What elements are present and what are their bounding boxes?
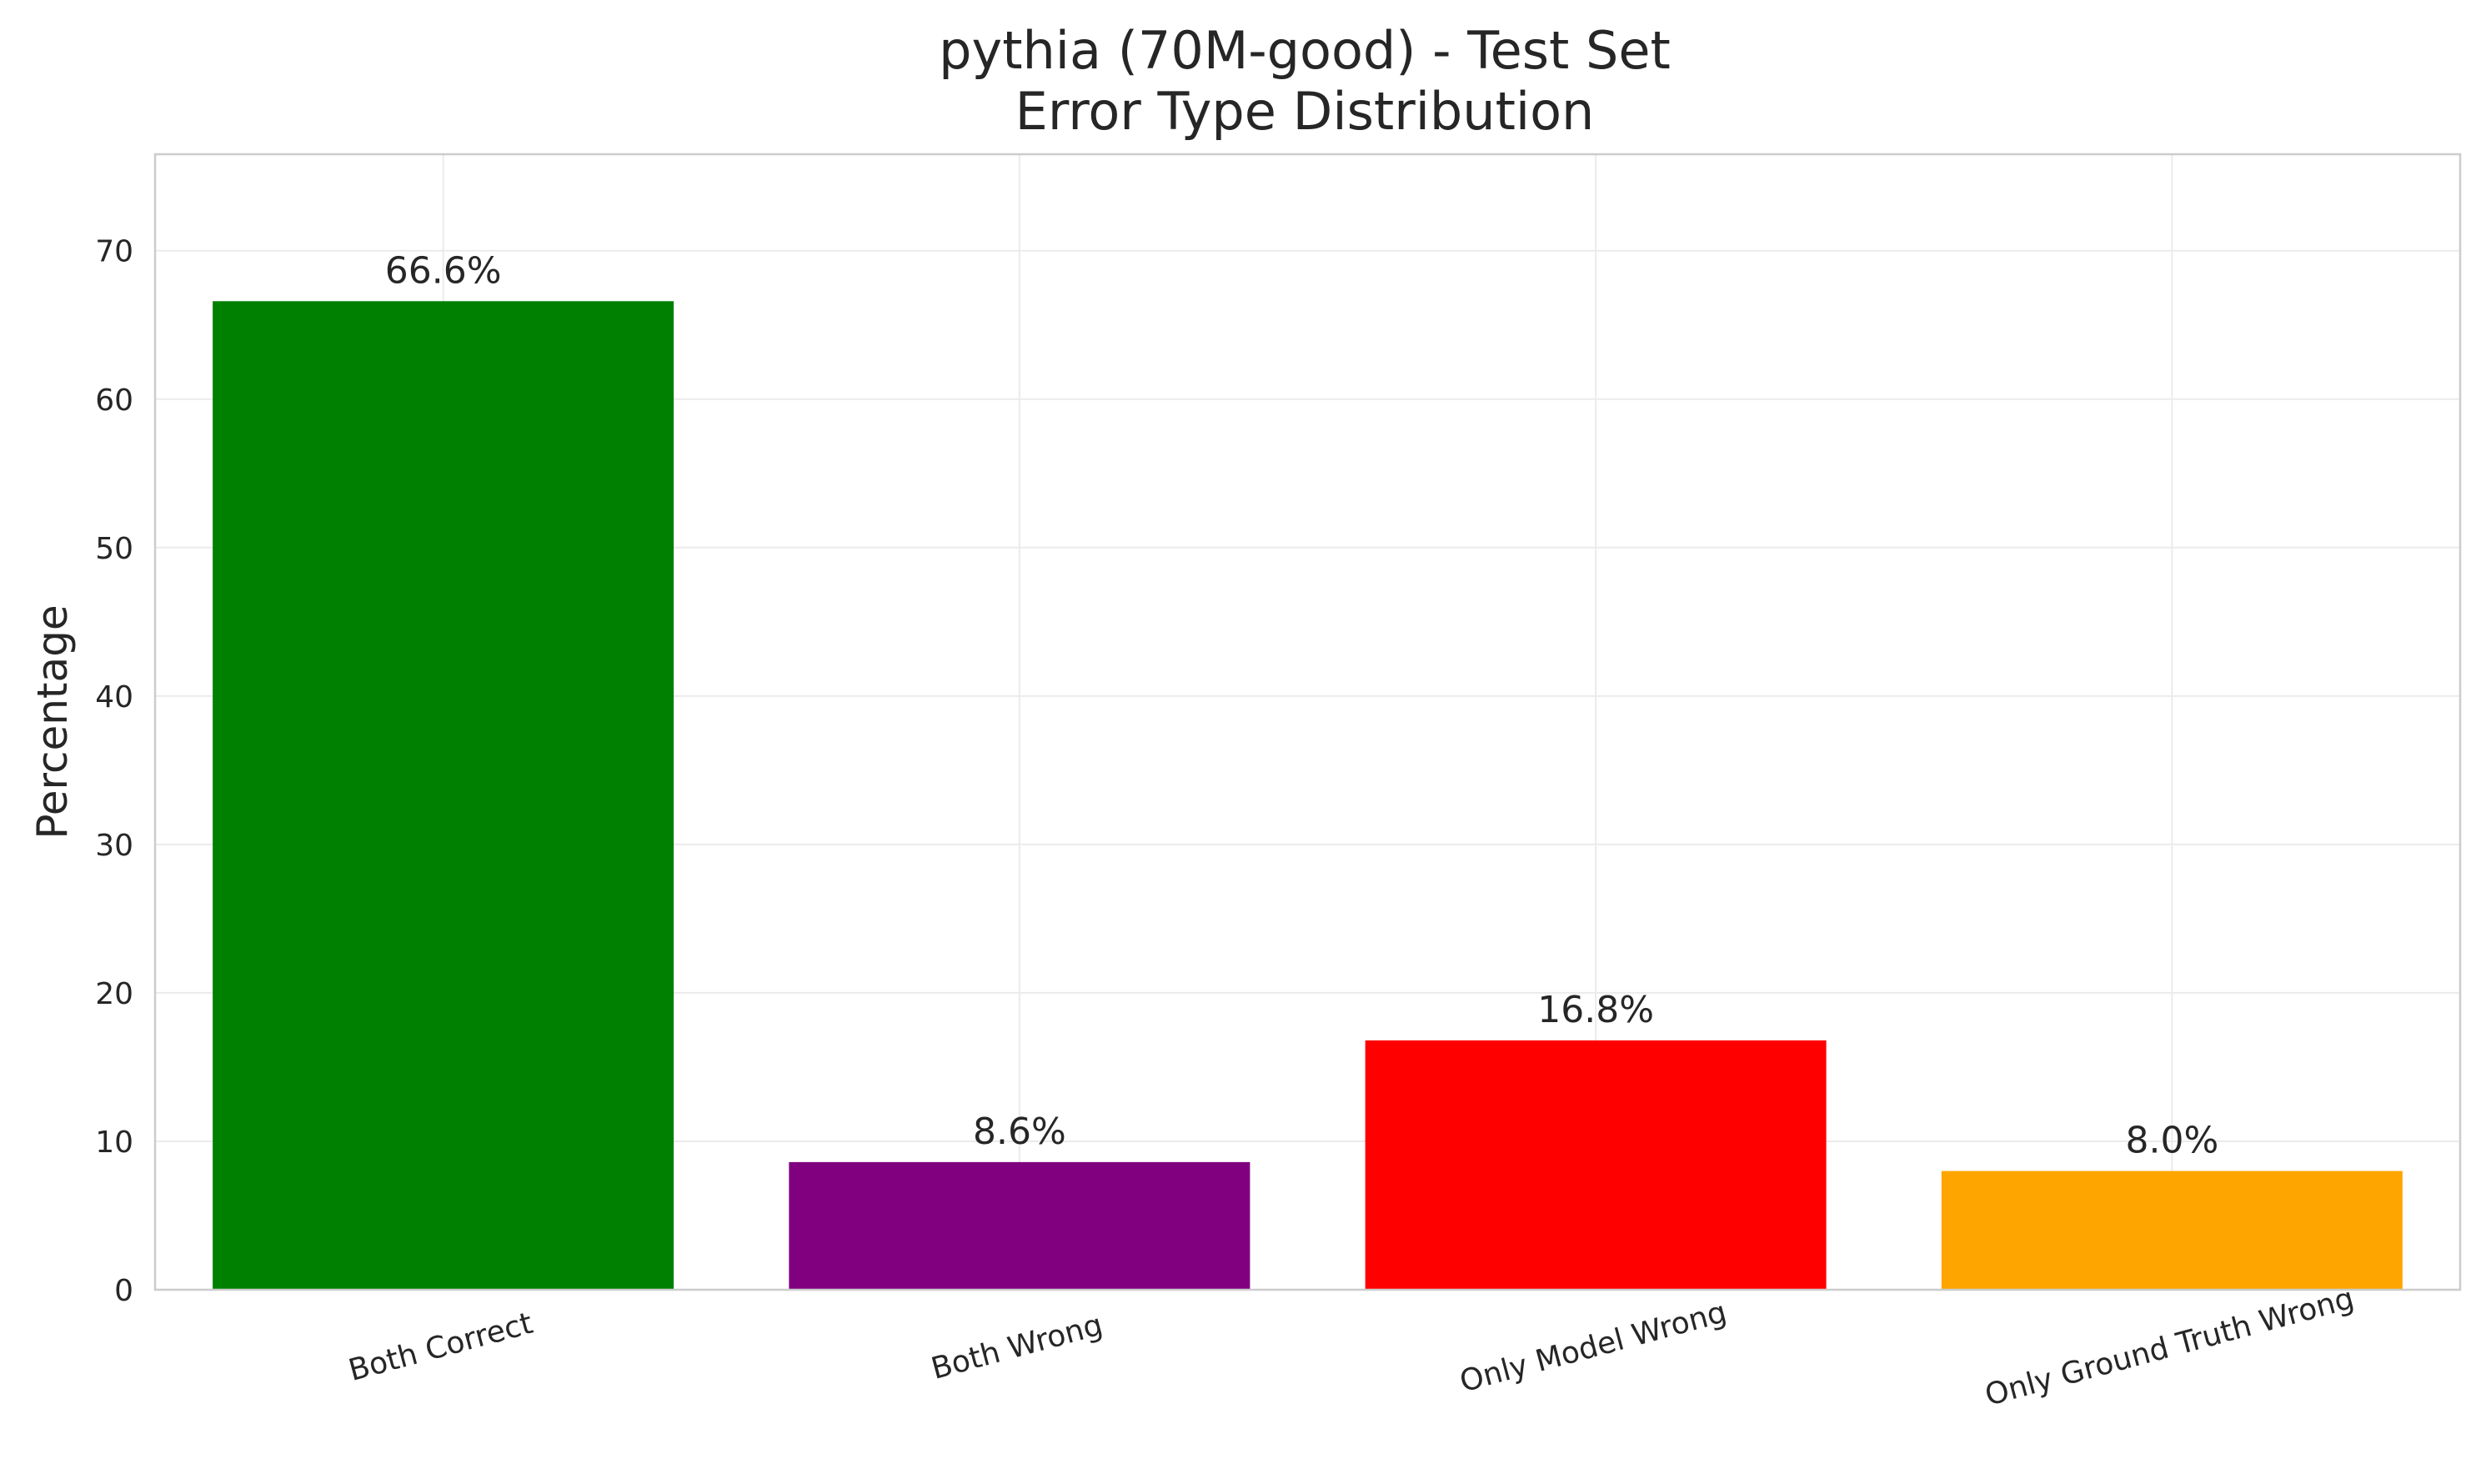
y-tick-label: 30: [95, 829, 133, 863]
bar-both-wrong: [789, 1161, 1251, 1290]
x-axis-ticks: Both Correct Both Wrong Only Model Wrong On…: [345, 1281, 2358, 1413]
data-labels: 66.6% 8.6% 16.8% 8.0%: [385, 249, 2219, 1161]
x-tick-label: Only Model Wrong: [1456, 1295, 1731, 1399]
data-label: 8.0%: [2125, 1120, 2218, 1162]
y-tick-label: 50: [95, 532, 133, 566]
y-tick-label: 40: [95, 680, 133, 714]
x-tick-label: Only Ground Truth Wrong: [1982, 1281, 2358, 1413]
data-label: 16.8%: [1537, 989, 1654, 1031]
x-tick-label: Both Correct: [345, 1306, 536, 1388]
bar-both-correct: [213, 301, 674, 1291]
x-tick-label: Both Wrong: [928, 1308, 1106, 1386]
bar-only-model-wrong: [1365, 1040, 1827, 1290]
bars: [213, 301, 2403, 1291]
y-tick-label: 60: [95, 384, 133, 418]
y-tick-label: 0: [114, 1274, 133, 1308]
y-axis-label: Percentage: [28, 604, 77, 839]
y-tick-label: 10: [95, 1126, 133, 1160]
chart-title-line-1: pythia (70M-good) - Test Set: [939, 20, 1671, 81]
bar-only-ground-truth-wrong: [1941, 1171, 2403, 1290]
y-axis-ticks: 0 10 20 30 40 50 60 70: [95, 235, 133, 1308]
y-tick-label: 70: [95, 235, 133, 269]
y-tick-label: 20: [95, 977, 133, 1011]
data-label: 66.6%: [385, 249, 502, 292]
plot-frame: [153, 153, 2462, 1291]
data-label: 8.6%: [973, 1110, 1066, 1153]
chart-title-line-2: Error Type Distribution: [1015, 81, 1595, 142]
